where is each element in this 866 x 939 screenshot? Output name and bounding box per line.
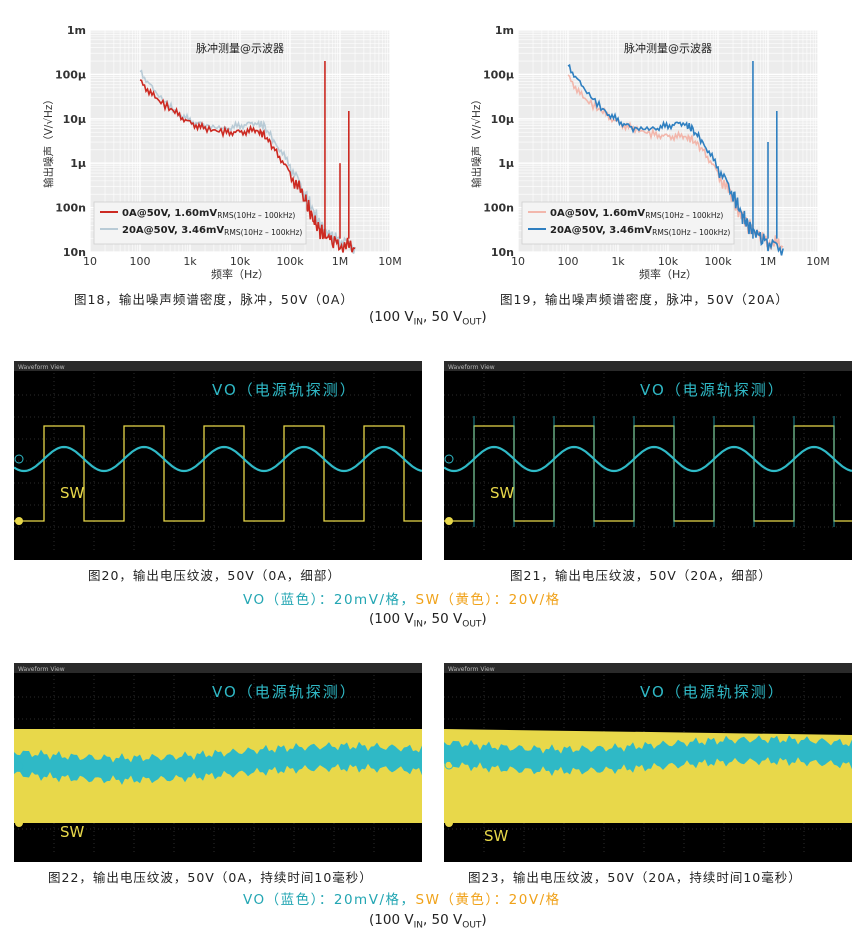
caption-fig20: 图20，输出电压纹波，50V（0A，细部） [88,568,341,583]
sw-label-fig21: SW [490,484,515,502]
x-tick-label: 1k [183,255,197,268]
condition-text-3: (100 VIN, 50 VOUT) [369,912,487,931]
legend-label: 20A@50V, 3.46mVRMS(10Hz – 100kHz) [122,225,302,237]
vo-channel-marker [14,761,24,771]
scope-header-bar [444,663,852,673]
y-tick-label: 100μ [55,68,86,81]
inner-title: 脉冲测量@示波器 [196,41,284,55]
x-tick-label: 100 [130,255,151,268]
y-axis-label: 输出噪声（V/√Hz） [42,94,55,188]
y-tick-label: 1μ [498,157,514,170]
caption-fig22: 图22，输出电压纹波，50V（0A，持续时间10毫秒） [48,870,373,885]
legend-box [93,201,307,245]
noise-plot-left: 10 100 1k 10k 100k 1M 10M 10n 100n 1μ 10μ 100μ 1m 脉冲测… [38,20,418,286]
sw-label-fig22: SW [60,823,85,841]
y-tick-label: 10n [63,246,86,259]
vo-trace [14,445,422,473]
x-tick-label: 10k [658,255,679,268]
scope-header-text: Waveform View [448,666,495,673]
series-line [567,63,784,256]
scope-fig21: Waveform View VO（电源轨探测） SW [444,361,852,560]
scope-header-bar [14,663,422,673]
y-tick-label: 1m [495,24,514,37]
caption-fig18: 图18，输出噪声频谱密度，脉冲，50V（0A） [74,292,354,307]
vo-trace [444,445,852,473]
series-line [139,69,356,254]
legend-line-1: VO（蓝色）：20mV/格，SW（黄色）：20V/格 [243,592,561,608]
y-tick-label: 100μ [483,68,514,81]
vo-band [14,741,422,785]
scope-fig20-traces: Waveform View [14,361,422,551]
scope-fig23: Waveform View VO（电源轨探测） SW [444,663,852,862]
noise-plot-right-svg: 10 100 1k 10k 100k 1M 10M 10n 100n 1μ 10μ 100μ 1m 脉冲测… [470,24,830,281]
x-tick-label: 100k [276,255,304,268]
noise-plot-right: 10 100 1k 10k 100k 1M 10M 10n 100n 1μ 10μ 100μ 1m 脉冲测… [466,20,846,286]
y-tick-label: 10n [491,246,514,259]
x-tick-label: 10M [806,255,830,268]
y-tick-label: 10μ [63,113,86,126]
vo-channel-marker [444,454,454,464]
sw-channel-marker [15,819,23,827]
legend-label: 20A@50V, 3.46mVRMS(10Hz – 100kHz) [550,225,730,237]
scope-header-bar [444,361,852,371]
scope-fig22: Waveform View VO（电源轨探测） SW [14,663,422,862]
y-tick-label: 100n [483,202,514,215]
x-tick-label: 1M [760,255,777,268]
sw-trace [444,425,852,522]
x-tick-label: 1M [332,255,349,268]
y-tick-label: 1m [67,24,86,37]
legend-label: 0A@50V, 1.60mVRMS(10Hz – 100kHz) [122,208,295,220]
scope-header-bar [14,361,422,371]
condition-text-2: (100 VIN, 50 VOUT) [369,611,487,630]
sw-trace [14,425,422,522]
caption-fig19: 图19，输出噪声频谱密度，脉冲，50V（20A） [500,292,789,307]
sw-channel-marker [445,819,453,827]
legend-box [521,201,735,245]
caption-fig21: 图21，输出电压纹波，50V（20A，细部） [510,568,772,583]
scope-fig22-traces: Waveform View [14,663,422,853]
y-axis-label: 输出噪声（V/√Hz） [470,94,483,188]
legend-label: 0A@50V, 1.60mVRMS(10Hz – 100kHz) [550,208,723,220]
x-axis-label: 频率（Hz） [639,267,697,281]
legend-line-2: VO（蓝色）：20mV/格，SW（黄色）：20V/格 [243,892,561,908]
scope-fig20: Waveform View VO（电源轨探测） SW [14,361,422,560]
scope-fig21-traces: Waveform View [444,361,852,551]
y-tick-label: 100n [55,202,86,215]
x-tick-label: 100k [704,255,732,268]
vo-label-fig23: VO（电源轨探测） [640,683,785,701]
caption-fig23: 图23，输出电压纹波，50V（20A，持续时间10毫秒） [468,870,802,885]
scope-header-text: Waveform View [448,364,495,371]
x-tick-label: 100 [558,255,579,268]
inner-title: 脉冲测量@示波器 [624,41,712,55]
sw-channel-marker [445,517,453,525]
x-tick-label: 10 [511,255,525,268]
scope-header-text: Waveform View [18,364,65,371]
sw-label-fig23: SW [484,827,509,845]
vo-band [444,735,852,776]
x-tick-label: 10 [83,255,97,268]
vo-channel-marker [444,760,454,770]
series-line [139,79,356,253]
vo-label-fig20: VO（电源轨探测） [212,381,357,399]
sw-label-fig20: SW [60,484,85,502]
condition-text-1: (100 VIN, 50 VOUT) [369,309,487,328]
scope-fig23-traces: Waveform View [444,663,852,853]
x-axis-label: 频率（Hz） [211,267,269,281]
sw-channel-marker [15,517,23,525]
vo-channel-marker [14,454,24,464]
x-tick-label: 10k [230,255,251,268]
y-tick-label: 10μ [491,113,514,126]
x-tick-label: 10M [378,255,402,268]
noise-plot-left-svg: 10 100 1k 10k 100k 1M 10M 10n 100n 1μ 10μ 100μ 1m 脉冲测… [42,24,402,281]
vo-label-fig21: VO（电源轨探测） [640,381,785,399]
y-tick-label: 1μ [70,157,86,170]
vo-label-fig22: VO（电源轨探测） [212,683,357,701]
scope-header-text: Waveform View [18,666,65,673]
x-tick-label: 1k [611,255,625,268]
